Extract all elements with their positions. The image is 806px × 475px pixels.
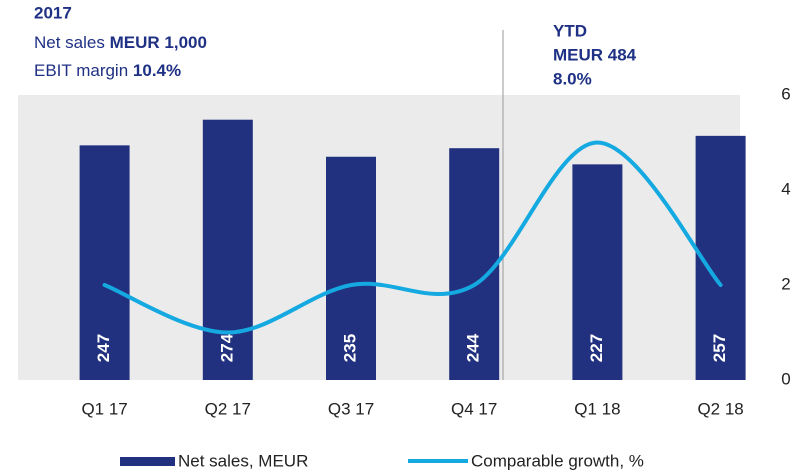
x-tick-label: Q2 18 bbox=[697, 399, 743, 418]
legend-swatch bbox=[120, 457, 175, 466]
legend-label: Net sales, MEUR bbox=[178, 451, 308, 470]
x-tick-label: Q1 17 bbox=[81, 399, 127, 418]
annotation-label: Net sales bbox=[34, 33, 105, 52]
y2-tick-label: 2 bbox=[781, 274, 790, 293]
annotation-ytd: YTD bbox=[553, 21, 587, 40]
y2-tick-label: 4 bbox=[781, 179, 790, 198]
annotation-ebit: EBIT margin 10.4% bbox=[34, 61, 181, 80]
bar-value-label: 247 bbox=[94, 334, 113, 362]
annotation-value: 10.4% bbox=[133, 61, 181, 80]
bar bbox=[326, 156, 376, 380]
y2-tick-label: 0 bbox=[781, 369, 790, 388]
annotation-value: MEUR 1,000 bbox=[110, 33, 207, 52]
bar bbox=[572, 164, 623, 380]
annotation-ytd: MEUR 484 bbox=[553, 45, 637, 64]
x-tick-label: Q2 17 bbox=[205, 399, 251, 418]
annotation-year: 2017 bbox=[34, 3, 72, 22]
bar-value-label: 227 bbox=[587, 334, 606, 362]
x-tick-label: Q1 18 bbox=[574, 399, 620, 418]
bar bbox=[79, 145, 130, 380]
legend-label: Comparable growth, % bbox=[471, 451, 644, 470]
x-tick-label: Q4 17 bbox=[451, 399, 497, 418]
line bbox=[102, 140, 723, 335]
annotation-ytd: 8.0% bbox=[553, 69, 592, 88]
bar bbox=[449, 148, 500, 380]
y2-tick-label: 6 bbox=[781, 84, 790, 103]
bar bbox=[202, 119, 253, 380]
bar-value-label: 257 bbox=[710, 334, 729, 362]
bar-value-label: 244 bbox=[464, 333, 483, 362]
annotation-label: EBIT margin bbox=[34, 61, 128, 80]
bar-value-label: 235 bbox=[340, 334, 359, 362]
x-tick-label: Q3 17 bbox=[328, 399, 374, 418]
bar-value-label: 274 bbox=[217, 333, 236, 362]
annotation-net-sales: Net sales MEUR 1,000 bbox=[34, 33, 207, 52]
